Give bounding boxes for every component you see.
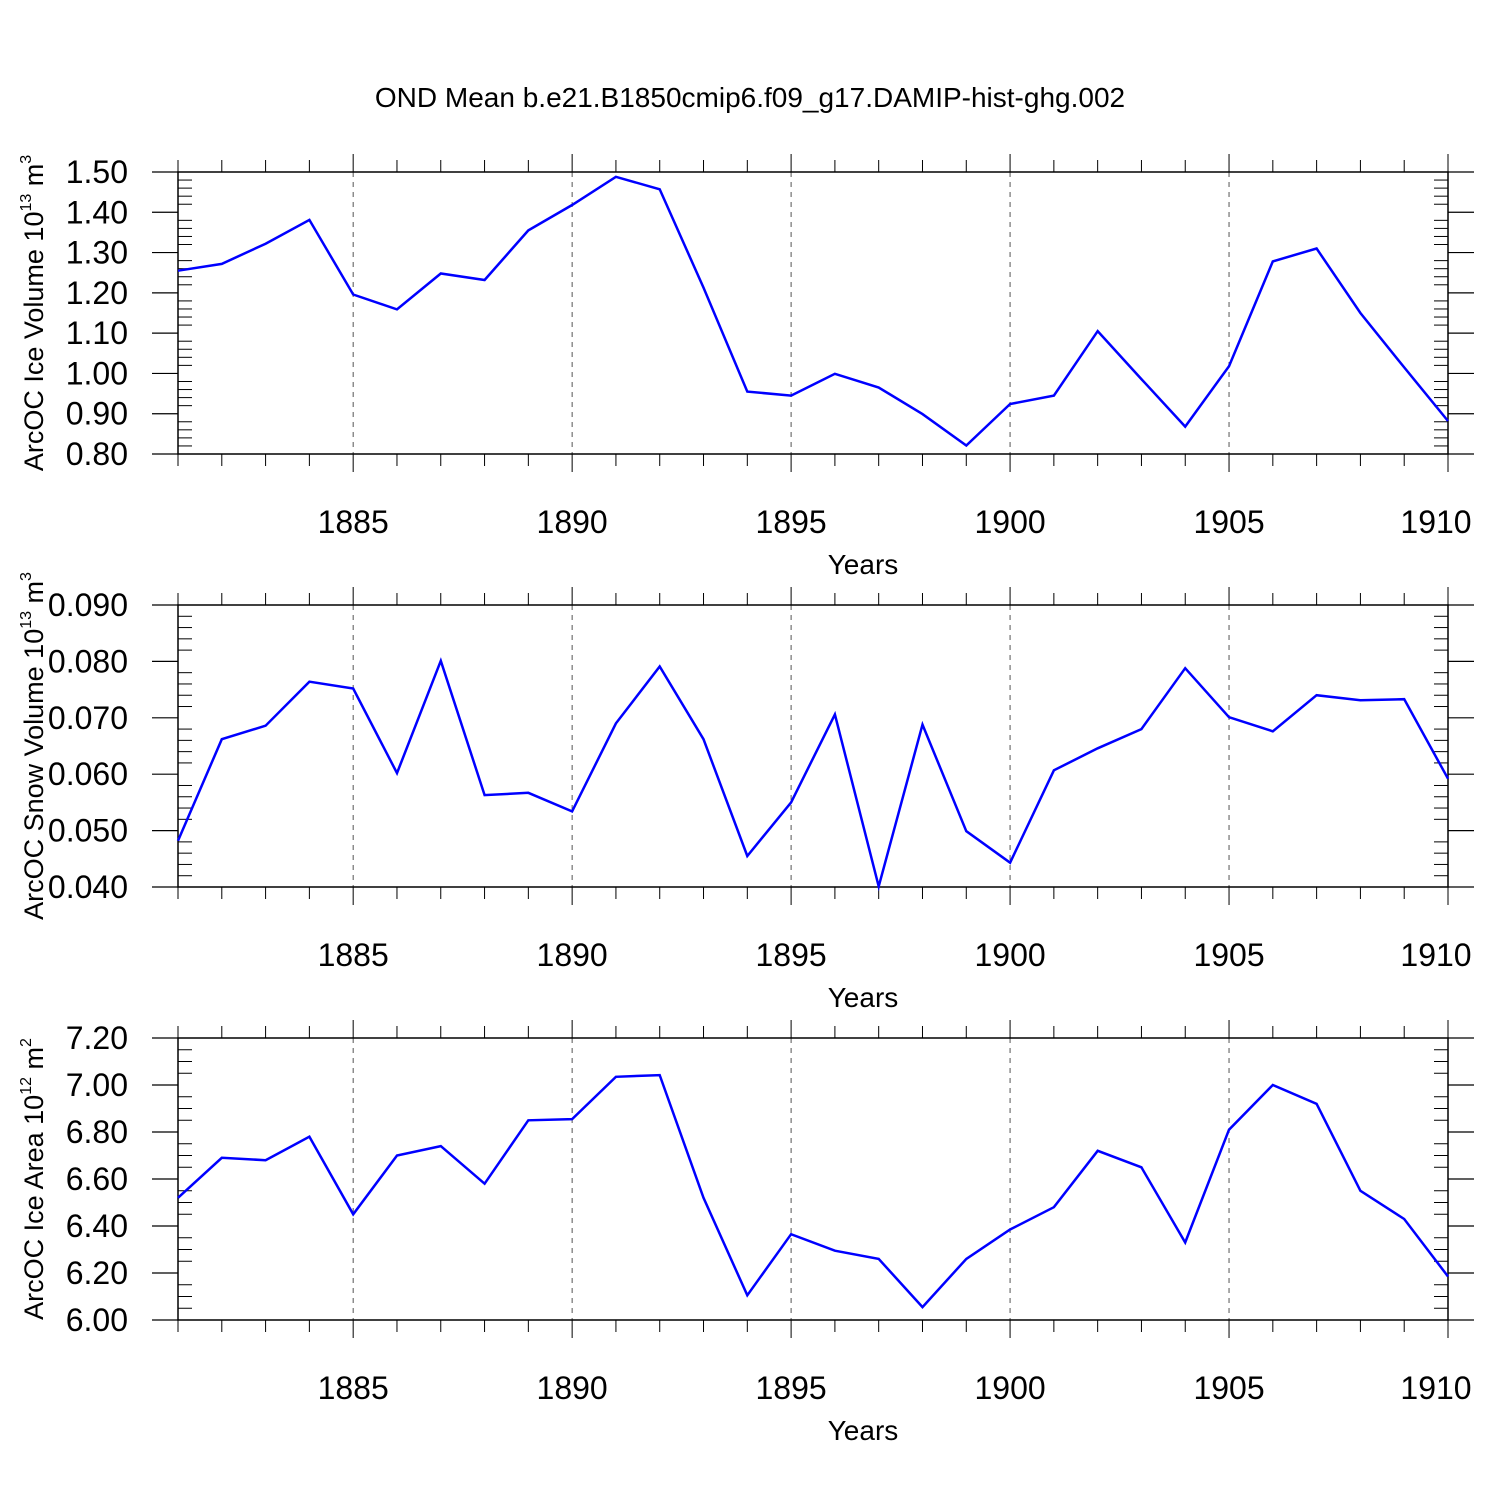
x-tick-label: 1885 xyxy=(318,937,389,973)
figure-title: OND Mean b.e21.B1850cmip6.f09_g17.DAMIP-… xyxy=(375,82,1125,113)
x-tick-label: 1905 xyxy=(1193,937,1264,973)
y-tick-label: 0.050 xyxy=(48,813,128,849)
y-tick-label: 0.90 xyxy=(66,396,128,432)
x-tick-label: 1895 xyxy=(756,504,827,540)
y-tick-label: 0.80 xyxy=(66,436,128,472)
plot-frame xyxy=(177,604,1449,888)
x-tick-label: 1905 xyxy=(1193,504,1264,540)
y-tick-label: 6.80 xyxy=(66,1114,128,1150)
x-tick-label: 1910 xyxy=(1400,1370,1471,1406)
y-tick-label: 1.30 xyxy=(66,235,128,271)
y-tick-label: 0.060 xyxy=(48,756,128,792)
y-tick-label: 6.00 xyxy=(66,1302,128,1338)
y-tick-label: 6.20 xyxy=(66,1255,128,1291)
x-tick-label: 1905 xyxy=(1193,1370,1264,1406)
panels: 0.80 0.90 1.00 1.10 1.20 1.30 1.40 1.50 1885 1890… xyxy=(18,154,1474,1446)
x-tick-label: 1900 xyxy=(974,937,1045,973)
x-tick-label: 1895 xyxy=(756,937,827,973)
x-tick-label: 1885 xyxy=(318,1370,389,1406)
x-axis-label: Years xyxy=(828,549,899,580)
y-tick-label: 0.090 xyxy=(48,587,128,623)
x-tick-label: 1890 xyxy=(537,504,608,540)
y-tick-label: 0.080 xyxy=(48,643,128,679)
x-tick-label: 1895 xyxy=(756,1370,827,1406)
y-tick-label: 6.60 xyxy=(66,1161,128,1197)
y-tick-label: 0.040 xyxy=(48,869,128,905)
y-tick-label: 1.20 xyxy=(66,275,128,311)
y-axis-label: ArcOC Ice Volume 1013 m3 xyxy=(18,155,49,471)
series-line xyxy=(177,1073,1449,1309)
x-tick-label: 1900 xyxy=(974,1370,1045,1406)
plot-frame xyxy=(177,171,1449,455)
y-tick-label: 7.20 xyxy=(66,1020,128,1056)
x-tick-label: 1910 xyxy=(1400,937,1471,973)
y-tick-label: 7.00 xyxy=(66,1067,128,1103)
y-axis-label: ArcOC Ice Area 1012 m2 xyxy=(18,1038,49,1320)
x-tick-label: 1885 xyxy=(318,504,389,540)
y-tick-label: 1.00 xyxy=(66,355,128,391)
x-tick-label: 1890 xyxy=(537,1370,608,1406)
y-tick-label: 1.10 xyxy=(66,315,128,351)
y-tick-label: 1.50 xyxy=(66,154,128,190)
x-tick-label: 1900 xyxy=(974,504,1045,540)
x-tick-label: 1910 xyxy=(1400,504,1471,540)
y-tick-label: 1.40 xyxy=(66,194,128,230)
y-axis-label: ArcOC Snow Volume 1013 m3 xyxy=(18,572,49,920)
x-axis-label: Years xyxy=(828,982,899,1013)
x-tick-label: 1890 xyxy=(537,937,608,973)
x-axis-label: Years xyxy=(828,1415,899,1446)
y-tick-label: 6.40 xyxy=(66,1208,128,1244)
plot-frame xyxy=(177,1037,1449,1321)
y-tick-label: 0.070 xyxy=(48,700,128,736)
chart-panel-3: 6.00 6.20 6.40 6.60 6.80 7.00 7.20 1885 1890 1895… xyxy=(18,1020,1474,1446)
series-line xyxy=(177,175,1449,448)
series-line xyxy=(176,657,1450,892)
chart-panel-2: 0.040 0.050 0.060 0.070 0.080 0.090 1885 1890 18… xyxy=(18,572,1474,1013)
chart-panel-1: 0.80 0.90 1.00 1.10 1.20 1.30 1.40 1.50 1885 1890… xyxy=(18,154,1474,580)
